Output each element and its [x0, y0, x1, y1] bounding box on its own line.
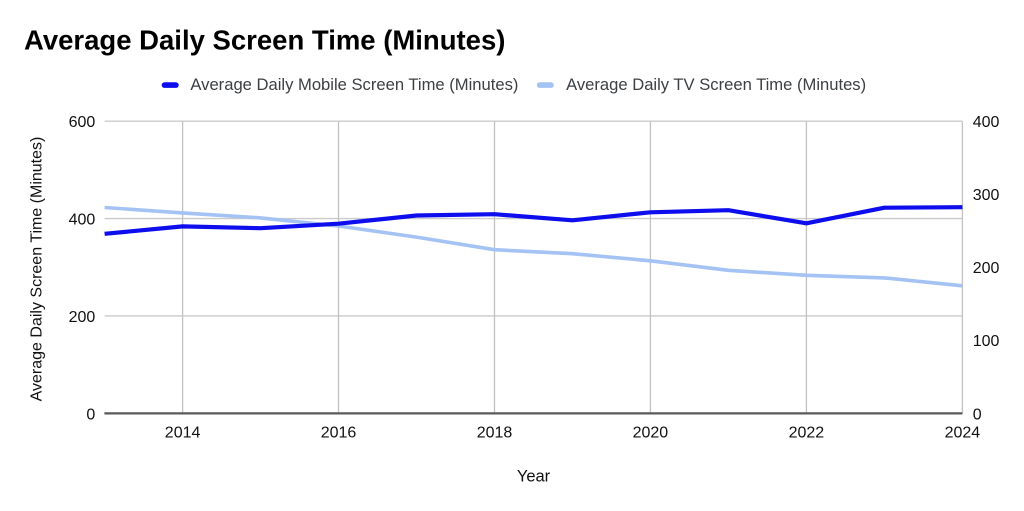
svg-text:Year: Year	[517, 468, 551, 486]
svg-text:300: 300	[973, 187, 1000, 204]
svg-text:Average Daily Screen Time (Min: Average Daily Screen Time (Minutes)	[29, 137, 46, 402]
svg-text:2014: 2014	[165, 425, 201, 442]
svg-text:400: 400	[973, 114, 1000, 131]
svg-text:Average Daily Mobile Screen Ti: Average Daily Mobile Screen Time (Minute…	[190, 75, 518, 94]
svg-text:100: 100	[973, 333, 1000, 350]
svg-text:400: 400	[69, 212, 96, 229]
svg-text:200: 200	[69, 309, 96, 326]
svg-text:2018: 2018	[477, 425, 513, 442]
svg-text:Average Daily Screen Time (Min: Average Daily Screen Time (Minutes)	[24, 24, 505, 55]
svg-text:0: 0	[86, 406, 95, 423]
svg-text:2016: 2016	[321, 425, 357, 442]
svg-text:600: 600	[69, 114, 96, 131]
svg-text:2024: 2024	[945, 425, 981, 442]
svg-text:200: 200	[973, 260, 1000, 277]
svg-text:0: 0	[973, 406, 982, 423]
svg-text:2020: 2020	[633, 425, 669, 442]
svg-text:Average Daily TV Screen Time (: Average Daily TV Screen Time (Minutes)	[566, 75, 866, 94]
svg-text:2022: 2022	[789, 425, 825, 442]
